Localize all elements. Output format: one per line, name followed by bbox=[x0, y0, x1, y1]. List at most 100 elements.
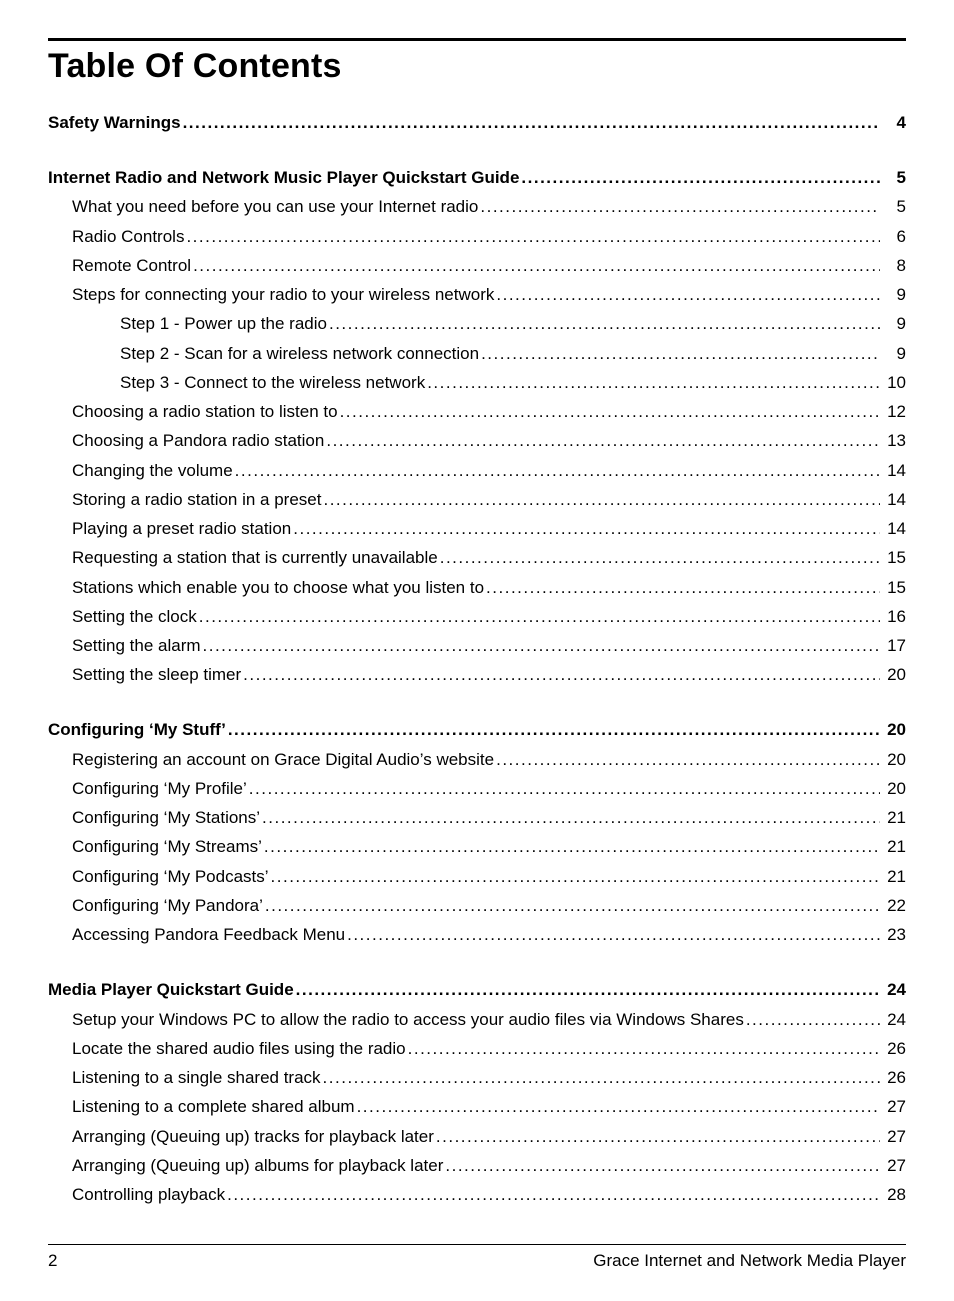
toc-label: Arranging (Queuing up) tracks for playba… bbox=[72, 1122, 434, 1151]
top-rule bbox=[48, 38, 906, 41]
toc-label: Step 2 - Scan for a wireless network con… bbox=[120, 339, 479, 368]
toc-entry: Remote Control 8 bbox=[48, 251, 906, 280]
toc-label: Safety Warnings bbox=[48, 108, 181, 137]
toc-label: Setting the clock bbox=[72, 602, 197, 631]
toc-label: Storing a radio station in a preset bbox=[72, 485, 321, 514]
toc-label: Configuring ‘My Stations’ bbox=[72, 803, 260, 832]
toc-leaders bbox=[199, 602, 880, 631]
toc-page-number: 14 bbox=[882, 485, 906, 514]
toc-entry: Setting the alarm 17 bbox=[48, 631, 906, 660]
toc-leaders bbox=[496, 280, 880, 309]
toc-leaders bbox=[235, 456, 880, 485]
product-name: Grace Internet and Network Media Player bbox=[593, 1251, 906, 1271]
toc-leaders bbox=[486, 573, 880, 602]
toc-leaders bbox=[228, 715, 880, 744]
toc-container: Safety Warnings 4 Internet Radio and Netwo… bbox=[48, 108, 906, 1212]
toc-page-number: 22 bbox=[882, 891, 906, 920]
toc-leaders bbox=[186, 222, 880, 251]
toc-label: Arranging (Queuing up) albums for playba… bbox=[72, 1151, 443, 1180]
toc-leaders bbox=[480, 192, 880, 221]
toc-label: Registering an account on Grace Digital … bbox=[72, 745, 494, 774]
toc-page-number: 5 bbox=[882, 192, 906, 221]
toc-page-number: 8 bbox=[882, 251, 906, 280]
toc-label: Changing the volume bbox=[72, 456, 233, 485]
toc-leaders bbox=[427, 368, 880, 397]
toc-label: Playing a preset radio station bbox=[72, 514, 291, 543]
toc-entry: Configuring ‘My Profile’ 20 bbox=[48, 774, 906, 803]
toc-leaders bbox=[265, 891, 880, 920]
toc-leaders bbox=[249, 774, 880, 803]
toc-heading: Configuring ‘My Stuff’ 20 bbox=[48, 715, 906, 744]
toc-leaders bbox=[329, 309, 880, 338]
toc-leaders bbox=[521, 163, 880, 192]
toc-page-number: 20 bbox=[882, 774, 906, 803]
toc-page-number: 27 bbox=[882, 1092, 906, 1121]
toc-leaders bbox=[323, 1063, 880, 1092]
toc-page-number: 9 bbox=[882, 280, 906, 309]
toc-page-number: 26 bbox=[882, 1034, 906, 1063]
toc-entry: Configuring ‘My Podcasts’ 21 bbox=[48, 862, 906, 891]
toc-entry: Changing the volume 14 bbox=[48, 456, 906, 485]
toc-entry: Listening to a complete shared album 27 bbox=[48, 1092, 906, 1121]
toc-subentry: Step 2 - Scan for a wireless network con… bbox=[48, 339, 906, 368]
toc-entry: Steps for connecting your radio to your … bbox=[48, 280, 906, 309]
toc-entry: Setting the clock16 bbox=[48, 602, 906, 631]
page-number: 2 bbox=[48, 1251, 57, 1271]
toc-leaders bbox=[227, 1180, 880, 1209]
toc-label: Setting the alarm bbox=[72, 631, 201, 660]
toc-page-number: 13 bbox=[882, 426, 906, 455]
toc-heading: Internet Radio and Network Music Player … bbox=[48, 163, 906, 192]
toc-page-number: 21 bbox=[882, 862, 906, 891]
toc-page-number: 4 bbox=[882, 108, 906, 137]
toc-leaders bbox=[340, 397, 880, 426]
toc-label: Step 1 - Power up the radio bbox=[120, 309, 327, 338]
toc-label: Controlling playback bbox=[72, 1180, 225, 1209]
toc-page-number: 20 bbox=[882, 715, 906, 744]
toc-page-number: 20 bbox=[882, 660, 906, 689]
toc-subentry: Step 1 - Power up the radio 9 bbox=[48, 309, 906, 338]
toc-entry: Arranging (Queuing up) tracks for playba… bbox=[48, 1122, 906, 1151]
toc-leaders bbox=[408, 1034, 880, 1063]
toc-leaders bbox=[262, 803, 880, 832]
toc-leaders bbox=[264, 832, 880, 861]
toc-page-number: 27 bbox=[882, 1122, 906, 1151]
toc-entry: Setup your Windows PC to allow the radio… bbox=[48, 1005, 906, 1034]
toc-leaders bbox=[296, 975, 880, 1004]
toc-page-number: 15 bbox=[882, 573, 906, 602]
toc-entry: Accessing Pandora Feedback Menu23 bbox=[48, 920, 906, 949]
toc-label: Configuring ‘My Stuff’ bbox=[48, 715, 226, 744]
toc-label: Configuring ‘My Podcasts’ bbox=[72, 862, 269, 891]
toc-label: Remote Control bbox=[72, 251, 191, 280]
toc-entry: Storing a radio station in a preset 14 bbox=[48, 485, 906, 514]
toc-page-number: 14 bbox=[882, 456, 906, 485]
toc-label: What you need before you can use your In… bbox=[72, 192, 478, 221]
toc-leaders bbox=[436, 1122, 880, 1151]
toc-label: Configuring ‘My Pandora’ bbox=[72, 891, 263, 920]
toc-label: Setting the sleep timer bbox=[72, 660, 241, 689]
toc-page-number: 24 bbox=[882, 975, 906, 1004]
toc-label: Setup your Windows PC to allow the radio… bbox=[72, 1005, 744, 1034]
toc-leaders bbox=[271, 862, 880, 891]
toc-heading: Safety Warnings 4 bbox=[48, 108, 906, 137]
toc-page-number: 21 bbox=[882, 832, 906, 861]
toc-entry: Configuring ‘My Streams’21 bbox=[48, 832, 906, 861]
toc-label: Media Player Quickstart Guide bbox=[48, 975, 294, 1004]
toc-entry: Choosing a Pandora radio station13 bbox=[48, 426, 906, 455]
toc-page-number: 26 bbox=[882, 1063, 906, 1092]
toc-label: Listening to a complete shared album bbox=[72, 1092, 355, 1121]
toc-heading: Media Player Quickstart Guide 24 bbox=[48, 975, 906, 1004]
toc-subentry: Step 3 - Connect to the wireless network… bbox=[48, 368, 906, 397]
toc-page-number: 9 bbox=[882, 309, 906, 338]
toc-page-number: 17 bbox=[882, 631, 906, 660]
toc-entry: Choosing a radio station to listen to12 bbox=[48, 397, 906, 426]
toc-entry: Configuring ‘My Stations’21 bbox=[48, 803, 906, 832]
toc-entry: Setting the sleep timer 20 bbox=[48, 660, 906, 689]
toc-page-number: 15 bbox=[882, 543, 906, 572]
toc-label: Internet Radio and Network Music Player … bbox=[48, 163, 519, 192]
document-page: Table Of Contents Safety Warnings4Intern… bbox=[0, 0, 954, 1301]
toc-page-number: 5 bbox=[882, 163, 906, 192]
toc-label: Listening to a single shared track bbox=[72, 1063, 321, 1092]
toc-label: Configuring ‘My Profile’ bbox=[72, 774, 247, 803]
toc-leaders bbox=[193, 251, 880, 280]
toc-label: Accessing Pandora Feedback Menu bbox=[72, 920, 345, 949]
